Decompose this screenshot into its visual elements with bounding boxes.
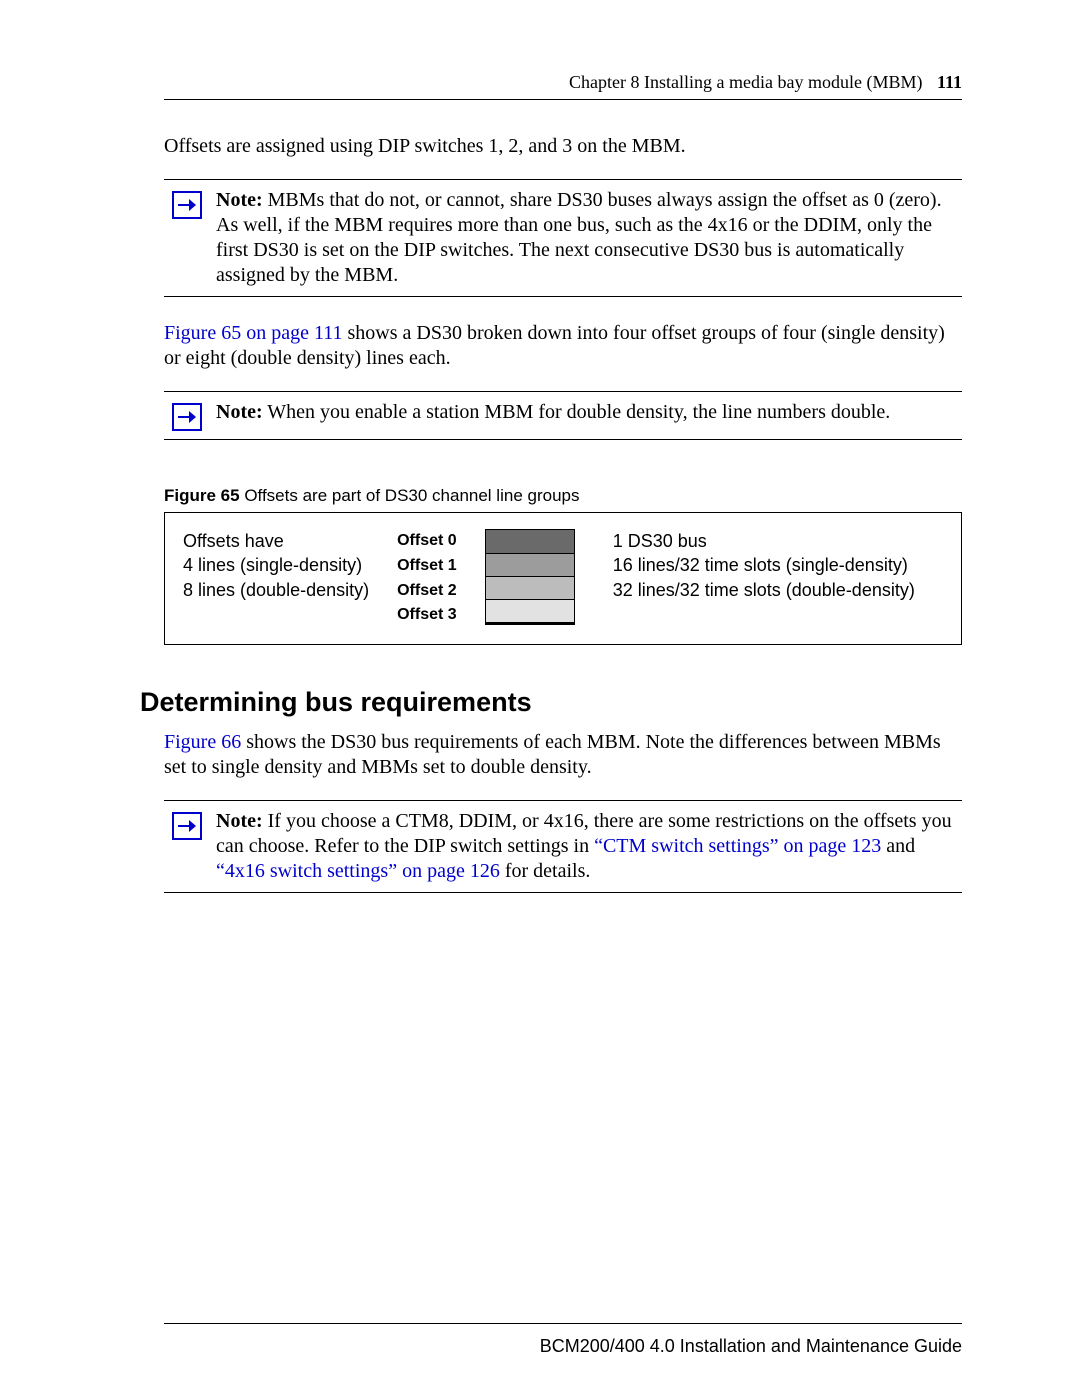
fig-right-line2: 16 lines/32 time slots (single-density) xyxy=(613,553,915,577)
offset-cell-2 xyxy=(486,576,574,599)
figure-left-text: Offsets have 4 lines (single-density) 8 … xyxy=(183,529,369,602)
note-label: Note: xyxy=(216,401,263,423)
note-text-3: Note: If you choose a CTM8, DDIM, or 4x1… xyxy=(216,809,962,884)
arrow-right-icon xyxy=(172,812,202,840)
figure-number: Figure 65 xyxy=(164,486,240,505)
footer-text: BCM200/400 4.0 Installation and Maintena… xyxy=(540,1336,962,1356)
paragraph-figure-ref: Figure 65 on page 111 shows a DS30 broke… xyxy=(164,321,962,371)
note-label: Note: xyxy=(216,810,263,832)
fig-left-line2: 4 lines (single-density) xyxy=(183,553,369,577)
figure-right-text: 1 DS30 bus 16 lines/32 time slots (singl… xyxy=(613,529,915,602)
note3-tail: for details. xyxy=(500,860,591,882)
offset-cell-3 xyxy=(486,599,574,622)
chapter-label: Chapter 8 Installing a media bay module … xyxy=(569,72,922,92)
offset-cell-1 xyxy=(486,553,574,576)
paragraph-bus-req-text: shows the DS30 bus requirements of each … xyxy=(164,731,941,778)
figure65-link[interactable]: Figure 65 on page 111 xyxy=(164,322,343,344)
figure-offset-labels: Offset 0 Offset 1 Offset 2 Offset 3 xyxy=(397,529,457,628)
paragraph-offsets-dip: Offsets are assigned using DIP switches … xyxy=(164,134,962,159)
4x16-switch-link[interactable]: “4x16 switch settings” on page 126 xyxy=(216,860,500,882)
note-body: MBMs that do not, or cannot, share DS30 … xyxy=(216,189,942,286)
note-box-1: Note: MBMs that do not, or cannot, share… xyxy=(164,179,962,297)
fig-right-line3: 32 lines/32 time slots (double-density) xyxy=(613,578,915,602)
offset-label-0: Offset 0 xyxy=(397,529,457,554)
offset-label-2: Offset 2 xyxy=(397,579,457,604)
page-number: 111 xyxy=(937,72,962,92)
running-header: Chapter 8 Installing a media bay module … xyxy=(164,72,962,100)
figure66-link[interactable]: Figure 66 xyxy=(164,731,241,753)
fig-left-line3: 8 lines (double-density) xyxy=(183,578,369,602)
figure-caption-text: Offsets are part of DS30 channel line gr… xyxy=(240,486,580,505)
heading-bus-requirements: Determining bus requirements xyxy=(140,687,962,718)
offset-cell-0 xyxy=(486,530,574,553)
paragraph-bus-req: Figure 66 shows the DS30 bus requirement… xyxy=(164,730,962,780)
note-box-2: Note: When you enable a station MBM for … xyxy=(164,391,962,440)
note-text-2: Note: When you enable a station MBM for … xyxy=(216,400,890,425)
arrow-right-icon xyxy=(172,191,202,219)
note-label: Note: xyxy=(216,189,263,211)
ctm-switch-link[interactable]: “CTM switch settings” on page 123 xyxy=(594,835,881,857)
arrow-right-icon xyxy=(172,403,202,431)
note3-mid: and xyxy=(881,835,915,857)
offset-diagram xyxy=(485,529,575,625)
offset-label-1: Offset 1 xyxy=(397,554,457,579)
note-body: When you enable a station MBM for double… xyxy=(263,401,891,423)
footer: BCM200/400 4.0 Installation and Maintena… xyxy=(164,1323,962,1357)
note-box-3: Note: If you choose a CTM8, DDIM, or 4x1… xyxy=(164,800,962,893)
fig-left-line1: Offsets have xyxy=(183,529,369,553)
figure65-box: Offsets have 4 lines (single-density) 8 … xyxy=(164,512,962,645)
offset-label-3: Offset 3 xyxy=(397,603,457,628)
figure65-caption: Figure 65 Offsets are part of DS30 chann… xyxy=(164,486,962,506)
fig-right-line1: 1 DS30 bus xyxy=(613,529,915,553)
note-text-1: Note: MBMs that do not, or cannot, share… xyxy=(216,188,962,288)
